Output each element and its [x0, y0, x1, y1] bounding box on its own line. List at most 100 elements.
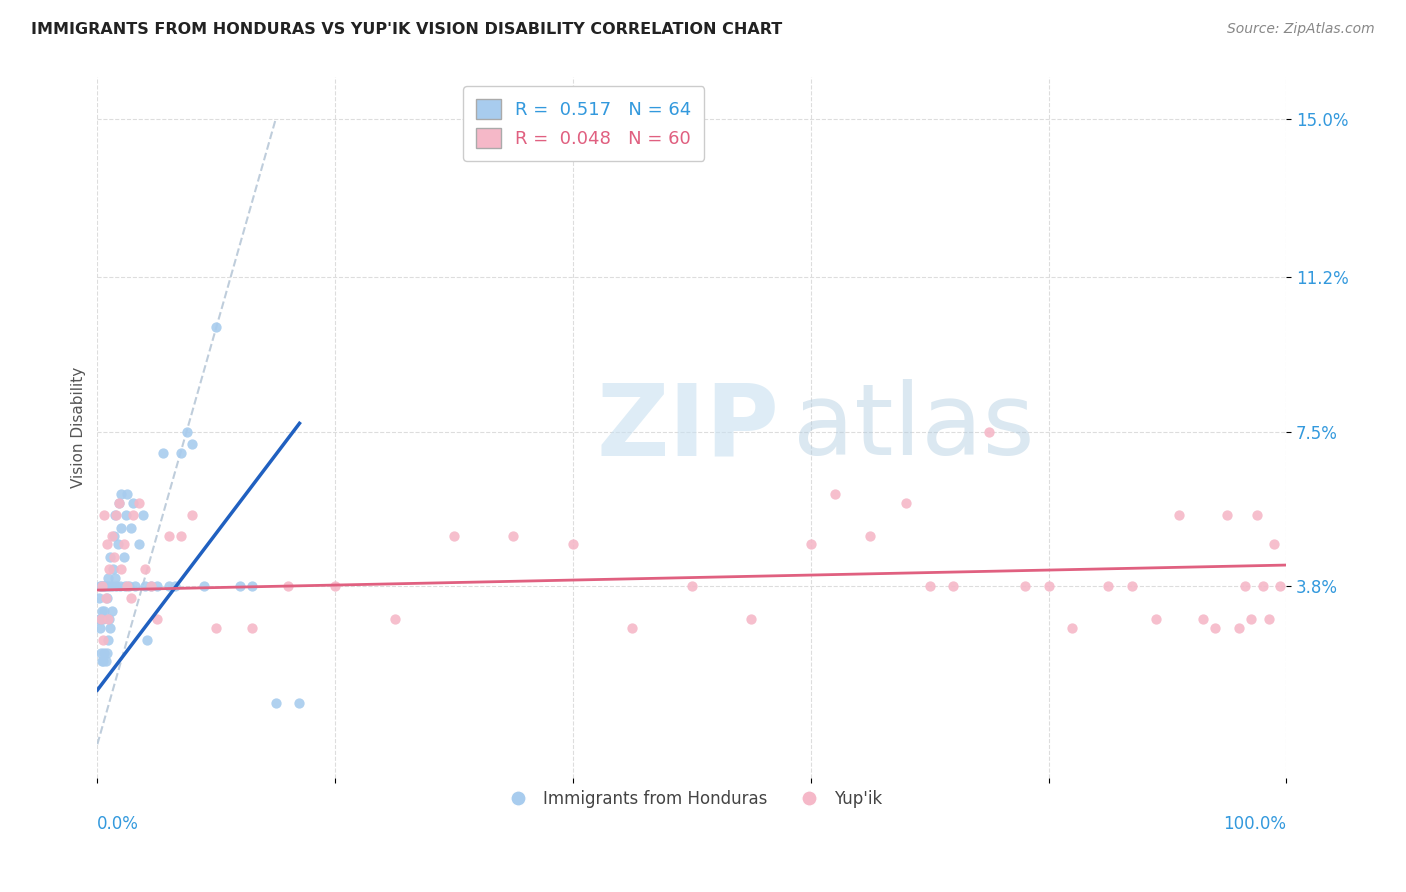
Y-axis label: Vision Disability: Vision Disability — [72, 367, 86, 488]
Point — [93, 579, 115, 593]
Point — [97, 633, 120, 648]
Point — [93, 646, 115, 660]
Point — [136, 633, 159, 648]
Point — [89, 621, 111, 635]
Point — [502, 529, 524, 543]
Point — [157, 579, 180, 593]
Point — [112, 549, 135, 564]
Point — [91, 633, 114, 648]
Text: 100.0%: 100.0% — [1223, 815, 1286, 833]
Point — [98, 562, 121, 576]
Point — [107, 495, 129, 509]
Point — [562, 537, 585, 551]
Legend: Immigrants from Honduras, Yup'ik: Immigrants from Honduras, Yup'ik — [495, 783, 889, 814]
Point — [1246, 508, 1268, 522]
Point — [87, 591, 110, 606]
Text: atlas: atlas — [793, 379, 1035, 476]
Point — [91, 654, 114, 668]
Point — [229, 579, 252, 593]
Point — [94, 654, 117, 668]
Point — [94, 579, 117, 593]
Point — [134, 562, 156, 576]
Point — [1144, 612, 1167, 626]
Point — [1192, 612, 1215, 626]
Point — [91, 579, 114, 593]
Point — [91, 604, 114, 618]
Point — [1227, 621, 1250, 635]
Point — [384, 612, 406, 626]
Point — [740, 612, 762, 626]
Point — [1121, 579, 1143, 593]
Point — [1263, 537, 1285, 551]
Point — [152, 445, 174, 459]
Point — [100, 604, 122, 618]
Point — [94, 591, 117, 606]
Point — [859, 529, 882, 543]
Point — [91, 612, 114, 626]
Point — [1097, 579, 1119, 593]
Point — [139, 579, 162, 593]
Point — [800, 537, 823, 551]
Point — [124, 579, 146, 593]
Point — [120, 591, 142, 606]
Point — [134, 579, 156, 593]
Text: IMMIGRANTS FROM HONDURAS VS YUP'IK VISION DISABILITY CORRELATION CHART: IMMIGRANTS FROM HONDURAS VS YUP'IK VISIO… — [31, 22, 782, 37]
Point — [1240, 612, 1263, 626]
Point — [1233, 579, 1256, 593]
Point — [681, 579, 703, 593]
Point — [91, 579, 114, 593]
Point — [101, 562, 124, 576]
Point — [146, 579, 169, 593]
Point — [205, 320, 228, 334]
Point — [264, 696, 287, 710]
Point — [942, 579, 965, 593]
Point — [97, 570, 120, 584]
Point — [104, 508, 127, 522]
Point — [205, 621, 228, 635]
Point — [977, 425, 1000, 439]
Point — [100, 549, 122, 564]
Point — [323, 579, 346, 593]
Point — [169, 529, 191, 543]
Point — [181, 508, 204, 522]
Point — [105, 508, 128, 522]
Point — [105, 579, 128, 593]
Point — [108, 579, 131, 593]
Point — [122, 495, 145, 509]
Point — [824, 487, 846, 501]
Point — [240, 621, 263, 635]
Point — [104, 570, 127, 584]
Point — [89, 579, 111, 593]
Point — [103, 549, 125, 564]
Point — [98, 612, 121, 626]
Point — [87, 612, 110, 626]
Point — [1014, 579, 1036, 593]
Point — [107, 495, 129, 509]
Point — [240, 579, 263, 593]
Point — [146, 612, 169, 626]
Point — [1257, 612, 1279, 626]
Text: Source: ZipAtlas.com: Source: ZipAtlas.com — [1227, 22, 1375, 37]
Point — [128, 537, 150, 551]
Point — [90, 646, 112, 660]
Point — [91, 579, 114, 593]
Point — [1204, 621, 1226, 635]
Point — [91, 654, 114, 668]
Point — [90, 612, 112, 626]
Point — [100, 579, 122, 593]
Point — [122, 508, 145, 522]
Point — [107, 537, 129, 551]
Point — [103, 529, 125, 543]
Point — [193, 579, 215, 593]
Point — [288, 696, 311, 710]
Point — [120, 520, 142, 534]
Point — [110, 487, 132, 501]
Point — [100, 621, 122, 635]
Point — [115, 508, 138, 522]
Point — [163, 579, 186, 593]
Point — [1270, 579, 1292, 593]
Point — [443, 529, 465, 543]
Point — [90, 612, 112, 626]
Point — [128, 495, 150, 509]
Point — [918, 579, 941, 593]
